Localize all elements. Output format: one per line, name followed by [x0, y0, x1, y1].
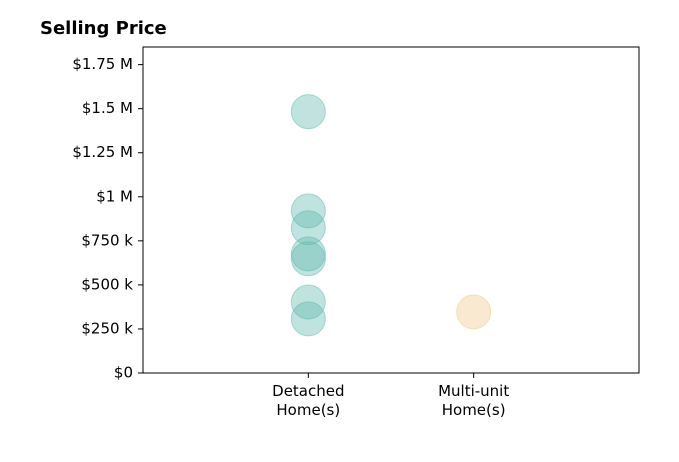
chart-title: Selling Price — [40, 18, 167, 39]
point — [290, 236, 326, 272]
x-tick-label: Multi-unit Home(s) — [438, 382, 510, 419]
y-tick-label: $1.5 M — [82, 99, 133, 117]
y-tick-label: $1.25 M — [72, 143, 133, 161]
point — [456, 294, 492, 330]
point — [290, 210, 326, 246]
y-tick-label: $750 k — [81, 231, 133, 249]
y-tick-label: $1 M — [96, 187, 133, 205]
plot-frame — [142, 46, 640, 374]
point — [290, 241, 326, 277]
y-tick-label: $0 — [114, 364, 133, 382]
y-tick-label: $500 k — [81, 275, 133, 293]
point — [290, 301, 326, 337]
x-tick-label: Detached Home(s) — [272, 382, 345, 419]
y-tick-label: $1.75 M — [72, 55, 133, 73]
y-tick-label: $250 k — [81, 319, 133, 337]
point — [290, 94, 326, 130]
